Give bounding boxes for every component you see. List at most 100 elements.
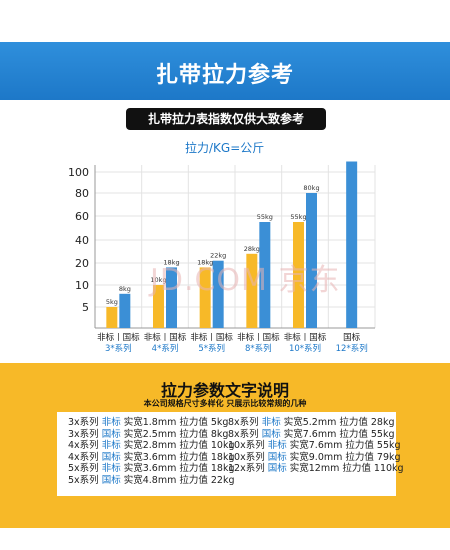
- bar-非标: [246, 253, 258, 328]
- data-label: 28kg: [244, 245, 260, 253]
- bar-国标: [259, 222, 271, 328]
- spec-force: 拉力值 55kg: [339, 428, 395, 440]
- spec-width: 实宽4.8mm: [123, 474, 180, 486]
- spec-force: 拉力值 5kg: [179, 417, 229, 428]
- spec-series: 4x系列: [68, 451, 102, 463]
- page-title: 扎带拉力参考: [155, 63, 294, 88]
- watermark: JD.COM 京东: [150, 263, 341, 298]
- spec-force: 拉力值 8kg: [179, 428, 229, 440]
- spec-width: 实宽9.0mm: [289, 451, 346, 463]
- spec-width: 实宽2.8mm: [123, 440, 180, 452]
- data-label: 55kg: [257, 213, 273, 221]
- spec-series: 4x系列: [68, 440, 102, 452]
- spec-std: 国标: [267, 463, 290, 475]
- bar-国标: [346, 161, 358, 328]
- spec-column-right: 8x系列 非标 实宽5.2mm 拉力值 28kg 8x系列 国标 实宽7.6mm …: [228, 417, 404, 475]
- spec-force: 拉力值 18kg: [179, 463, 235, 475]
- chart-subtitle: 扎带拉力表指数仅供大致参考: [126, 108, 326, 130]
- spec-series: 3x系列: [68, 417, 102, 428]
- data-label: 5kg: [106, 298, 118, 306]
- spec-force: 拉力值 28kg: [339, 417, 395, 428]
- data-label: 80kg: [303, 184, 319, 192]
- spec-column-left: 3x系列 非标 实宽1.8mm 拉力值 5kg 3x系列 国标 实宽2.5mm 拉…: [68, 417, 235, 487]
- data-label: 18kg: [163, 258, 179, 266]
- y-tick-label: 100: [68, 166, 89, 179]
- spec-row: 10x系列 非标 实宽7.6mm 拉力值 55kg: [228, 440, 404, 452]
- y-tick-label: 20: [75, 257, 89, 270]
- spec-force: 拉力值 79kg: [345, 451, 401, 463]
- spec-series: 8x系列: [228, 428, 262, 440]
- category-label: 4*系列: [152, 343, 179, 354]
- spec-std: 国标: [101, 451, 124, 463]
- y-tick-label: 60: [75, 210, 89, 223]
- spec-row: 8x系列 国标 实宽7.6mm 拉力值 55kg: [228, 429, 404, 441]
- group-label: 非标丨国标: [284, 332, 327, 343]
- spec-row: 12x系列 国标 实宽12mm 拉力值 110kg: [228, 463, 404, 475]
- y-tick-label: 40: [75, 234, 89, 247]
- spec-series: 3x系列: [68, 428, 102, 440]
- bar-非标: [199, 267, 211, 328]
- bar-国标: [119, 293, 131, 328]
- spec-std: 国标: [267, 451, 290, 463]
- spec-width: 实宽3.6mm: [123, 451, 180, 463]
- bar-国标: [212, 260, 224, 328]
- category-label: 5*系列: [198, 343, 225, 354]
- data-label: 22kg: [210, 252, 226, 260]
- spec-force: 拉力值 10kg: [179, 440, 235, 452]
- spec-series: 5x系列: [68, 474, 102, 486]
- data-label: 55kg: [290, 213, 306, 221]
- category-label: 12*系列: [336, 343, 368, 354]
- spec-width: 实宽7.6mm: [289, 440, 346, 452]
- spec-std: 非标: [101, 417, 124, 428]
- spec-row: 3x系列 国标 实宽2.5mm 拉力值 8kg: [68, 429, 235, 441]
- data-label: 18kg: [197, 258, 213, 266]
- spec-row: 4x系列 国标 实宽3.6mm 拉力值 18kg: [68, 452, 235, 464]
- spec-force: 拉力值 22kg: [179, 474, 235, 486]
- group-label: 国标: [343, 332, 361, 343]
- spec-width: 实宽2.5mm: [123, 428, 180, 440]
- title-banner: 扎带拉力参考: [0, 42, 450, 100]
- spec-subtitle: 本公司规格尺寸多样化 只展示比较常规的几种: [143, 399, 307, 408]
- bar-非标: [293, 222, 304, 328]
- spec-std: 非标: [101, 440, 124, 452]
- data-label: 10kg: [150, 276, 166, 284]
- spec-std: 国标: [101, 428, 124, 440]
- group-label: 非标丨国标: [97, 332, 140, 343]
- spec-series: 12x系列: [228, 463, 268, 475]
- y-tick-label: 10: [75, 279, 89, 292]
- spec-force: 拉力值 18kg: [179, 451, 235, 463]
- spec-row: 10x系列 国标 实宽9.0mm 拉力值 79kg: [228, 452, 404, 464]
- group-label: 非标丨国标: [237, 332, 280, 343]
- spec-series: 10x系列: [228, 451, 268, 463]
- bar-非标: [106, 307, 118, 328]
- spec-series: 5x系列: [68, 463, 102, 475]
- bar-国标: [166, 267, 177, 328]
- spec-std: 非标: [267, 440, 290, 452]
- unit-label: 拉力/KG=公斤: [185, 141, 265, 155]
- spec-row: 4x系列 非标 实宽2.8mm 拉力值 10kg: [68, 440, 235, 452]
- spec-row: 5x系列 非标 实宽3.6mm 拉力值 18kg: [68, 463, 235, 475]
- spec-row: 3x系列 非标 实宽1.8mm 拉力值 5kg: [68, 417, 235, 429]
- spec-width: 实宽3.6mm: [123, 463, 180, 475]
- spec-width: 实宽12mm: [289, 463, 343, 475]
- group-label: 非标丨国标: [144, 332, 187, 343]
- bar-非标: [153, 285, 164, 328]
- category-label: 8*系列: [245, 343, 272, 354]
- spec-series: 10x系列: [228, 440, 268, 452]
- spec-force: 拉力值 110kg: [342, 463, 404, 475]
- spec-series: 8x系列: [228, 417, 262, 428]
- spec-table: 3x系列 非标 实宽1.8mm 拉力值 5kg 3x系列 国标 实宽2.5mm 拉…: [57, 412, 404, 496]
- y-tick-label: 5: [82, 301, 89, 314]
- category-label: 3*系列: [105, 343, 132, 354]
- spec-force: 拉力值 55kg: [345, 440, 401, 452]
- spec-std: 国标: [101, 474, 124, 486]
- spec-title: 拉力参数文字说明: [160, 381, 289, 400]
- spec-std: 非标: [101, 463, 124, 475]
- spec-std: 非标: [261, 417, 284, 428]
- spec-width: 实宽5.2mm: [283, 417, 340, 428]
- bar-国标: [306, 193, 317, 328]
- tension-chart: 510204060801005kg8kg非标丨国标3*系列10kg18kg非标丨…: [68, 160, 376, 354]
- spec-row: 5x系列 国标 实宽4.8mm 拉力值 22kg: [68, 475, 235, 487]
- data-label: 110kg: [342, 160, 362, 161]
- y-tick-label: 80: [75, 187, 89, 200]
